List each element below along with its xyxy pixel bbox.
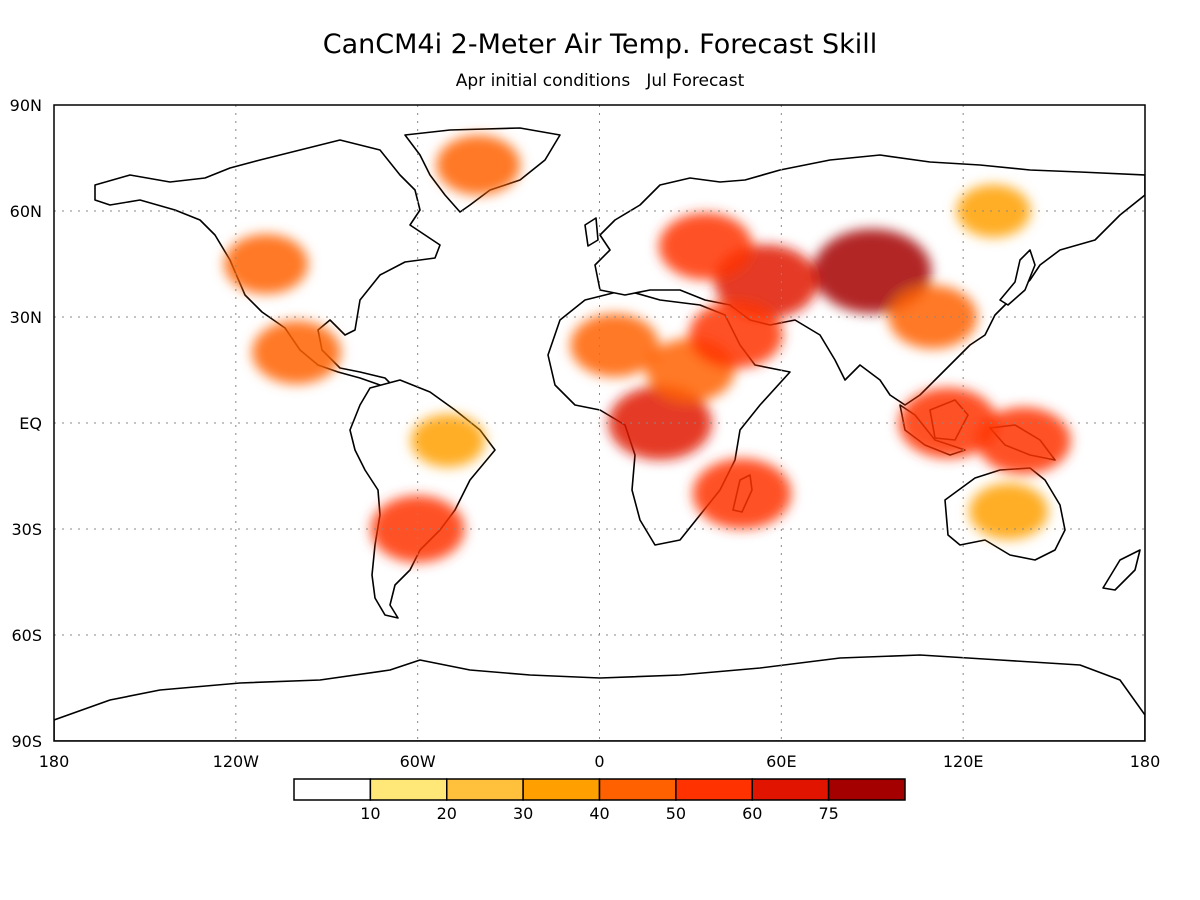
longitude-label: 0 [594,752,604,771]
plot-frame [53,104,1146,742]
chart-subtitle: Apr initial conditions Jul Forecast [456,71,745,91]
british-isles-land [584,217,599,247]
colorbar-swatch [827,778,906,801]
skill-region [608,386,712,460]
skill-region [688,301,783,369]
colorbar-label: 40 [589,804,609,823]
colorbar-swatch [369,778,448,801]
longitude-labels: 180 120W 60W 0 60E 120E 180 [39,752,1161,771]
longitude-label: 180 [39,752,70,771]
latitude-label: 30N [10,308,42,327]
gridlines [54,105,1145,741]
skill-region [969,483,1049,540]
colorbar-label: 30 [513,804,533,823]
colorbar-swatch [751,778,830,801]
colorbar-label: 50 [666,804,686,823]
latitude-label: EQ [19,414,42,433]
colorbar-label: 75 [818,804,838,823]
skill-region [658,212,753,280]
longitude-label: 120E [943,752,984,771]
colorbar: 10 20 30 40 50 60 75 [293,778,906,823]
colorbar-swatch [675,778,753,801]
colorbar-label: 60 [742,804,762,823]
chart-title: CanCM4i 2-Meter Air Temp. Forecast Skill [323,29,878,60]
skill-region [224,234,309,294]
skill-region [410,414,486,468]
longitude-label: 120W [213,752,260,771]
latitude-labels: 90N 60N 30N EQ 30S 60S 90S [10,96,42,751]
latitude-label: 60S [11,626,42,645]
skill-region [813,228,932,314]
colorbar-swatch [293,778,372,801]
new-zealand-land [1102,549,1141,591]
skill-region [251,320,341,385]
longitude-label: 60W [400,752,436,771]
longitude-label: 60E [766,752,796,771]
skill-region [976,407,1071,475]
latitude-label: 90N [10,96,42,115]
japan-land [999,249,1036,306]
latitude-label: 30S [11,520,42,539]
skill-region [570,313,660,378]
colorbar-swatch [522,778,601,801]
latitude-label: 60N [10,202,42,221]
colorbar-swatch [446,778,524,801]
skill-region [888,285,978,349]
skill-region [436,135,521,196]
colorbar-swatch [598,778,677,801]
skill-region [692,458,792,529]
colorbar-label: 20 [437,804,457,823]
latitude-label: 90S [11,732,42,751]
skill-region [898,387,998,459]
skill-region [956,184,1031,238]
longitude-label: 180 [1130,752,1161,771]
colorbar-label: 10 [360,804,380,823]
